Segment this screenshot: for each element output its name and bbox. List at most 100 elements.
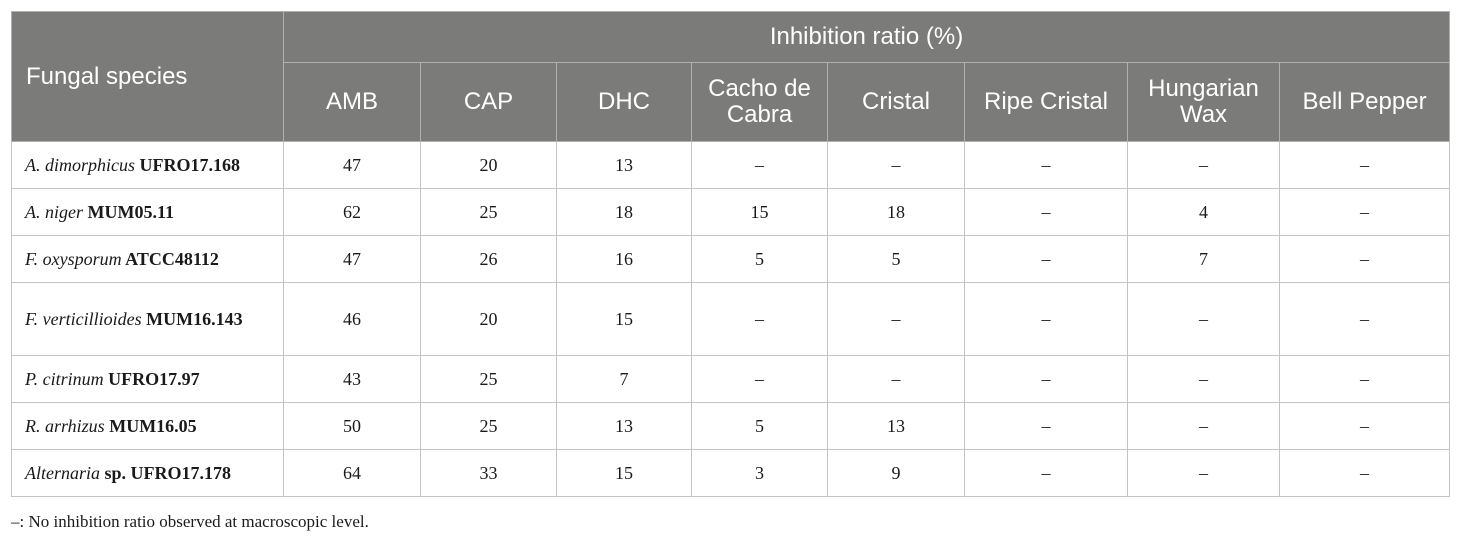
species-name: F. verticillioides: [25, 308, 142, 329]
value-cell: 20: [420, 282, 557, 356]
column-header: Cristal: [827, 62, 965, 142]
value-cell: –: [1127, 141, 1280, 189]
column-header: AMB: [283, 62, 421, 142]
value-cell: 47: [283, 235, 421, 283]
value-cell: –: [827, 355, 965, 403]
column-header: Hungarian Wax: [1127, 62, 1280, 142]
value-cell: –: [964, 188, 1128, 236]
header-row-group: Fungal species Inhibition ratio (%): [11, 11, 1451, 142]
inhibition-ratio-header: Inhibition ratio (%): [282, 11, 1451, 63]
column-header: Ripe Cristal: [964, 62, 1128, 142]
species-cell: F. oxysporum ATCC48112: [11, 235, 284, 283]
table-row: A. dimorphicus UFRO17.168 47 20 13– – – – –: [11, 141, 1451, 189]
value-cell: 18: [556, 188, 692, 236]
strain-id: UFRO17.97: [103, 368, 200, 389]
species-name: A. niger: [25, 201, 83, 222]
table-row: F. verticillioides MUM16.143 46 20 15– – – – –: [11, 282, 1451, 356]
table-body: A. dimorphicus UFRO17.168 47 20 13– – – – – A. n…: [11, 141, 1451, 497]
value-cell: 3: [691, 449, 828, 497]
value-cell: 64: [283, 449, 421, 497]
value-cell: 13: [827, 402, 965, 450]
header-row-columns: AMB CAP DHC Cacho de Cabra Cristal Ripe …: [12, 62, 1451, 142]
value-cell: –: [1278, 141, 1451, 189]
species-cell: A. dimorphicus UFRO17.168: [11, 141, 284, 189]
value-cell: 13: [556, 141, 692, 189]
strain-id: sp. UFRO17.178: [100, 462, 232, 483]
value-cell: –: [691, 141, 828, 189]
column-header: Cacho de Cabra: [691, 62, 828, 142]
value-cell: –: [964, 402, 1128, 450]
value-cell: 20: [420, 141, 557, 189]
value-cell: –: [691, 282, 828, 356]
value-cell: –: [1127, 402, 1280, 450]
value-cell: 9: [827, 449, 965, 497]
species-cell: A. niger MUM05.11: [11, 188, 284, 236]
species-cell: Alternaria sp. UFRO17.178: [11, 449, 284, 497]
strain-id: MUM16.143: [141, 308, 243, 329]
value-cell: –: [1278, 235, 1451, 283]
table-row: P. citrinum UFRO17.97 43 25 7– – – – –: [11, 355, 1451, 403]
strain-id: ATCC48112: [121, 248, 219, 269]
value-cell: 4: [1127, 188, 1280, 236]
strain-id: MUM16.05: [104, 415, 197, 436]
value-cell: 43: [283, 355, 421, 403]
species-name: P. citrinum: [25, 368, 104, 389]
column-header: Bell Pepper: [1278, 62, 1451, 142]
value-cell: 25: [420, 402, 557, 450]
value-cell: 13: [556, 402, 692, 450]
value-cell: 15: [556, 282, 692, 356]
value-cell: –: [964, 235, 1128, 283]
value-cell: –: [1278, 282, 1451, 356]
table-row: F. oxysporum ATCC48112 47 26 16 5 5–7–: [11, 235, 1451, 283]
value-cell: 62: [283, 188, 421, 236]
species-name: A. dimorphicus: [25, 154, 135, 175]
value-cell: –: [691, 355, 828, 403]
table-footnote: –: No inhibition ratio observed at macro…: [11, 512, 369, 531]
value-cell: 7: [1127, 235, 1280, 283]
table-row: A. niger MUM05.11 62 25 18 15 18–4–: [11, 188, 1451, 236]
species-cell: F. verticillioides MUM16.143: [11, 282, 284, 356]
value-cell: 50: [283, 402, 421, 450]
value-cell: 25: [420, 188, 557, 236]
value-cell: –: [964, 282, 1128, 356]
value-cell: 5: [827, 235, 965, 283]
value-cell: –: [1278, 449, 1451, 497]
species-name: R. arrhizus: [25, 415, 105, 436]
value-cell: 15: [691, 188, 828, 236]
strain-id: MUM05.11: [83, 201, 174, 222]
value-cell: –: [964, 141, 1128, 189]
value-cell: –: [827, 141, 965, 189]
column-header: DHC: [556, 62, 692, 142]
value-cell: 47: [283, 141, 421, 189]
value-cell: –: [1278, 188, 1451, 236]
species-column-header: Fungal species: [11, 11, 284, 142]
value-cell: 33: [420, 449, 557, 497]
value-cell: –: [1127, 449, 1280, 497]
value-cell: 7: [556, 355, 692, 403]
value-cell: 15: [556, 449, 692, 497]
inhibition-table: Fungal species Inhibition ratio (%) AMB …: [11, 11, 1451, 497]
value-cell: 5: [691, 235, 828, 283]
value-cell: 18: [827, 188, 965, 236]
value-cell: 16: [556, 235, 692, 283]
species-name: Alternaria: [25, 462, 100, 483]
species-name: F. oxysporum: [25, 248, 122, 269]
column-header: CAP: [420, 62, 557, 142]
value-cell: –: [964, 449, 1128, 497]
species-cell: R. arrhizus MUM16.05: [11, 402, 284, 450]
value-cell: –: [964, 355, 1128, 403]
value-cell: –: [827, 282, 965, 356]
value-cell: 46: [283, 282, 421, 356]
value-cell: –: [1127, 355, 1280, 403]
species-cell: P. citrinum UFRO17.97: [11, 355, 284, 403]
table-row: R. arrhizus MUM16.05 50 25 13 5 13– – –: [11, 402, 1451, 450]
table-row: Alternaria sp. UFRO17.178 64 33 15 3 9– – –: [11, 449, 1451, 497]
value-cell: –: [1127, 282, 1280, 356]
value-cell: –: [1278, 402, 1451, 450]
value-cell: 5: [691, 402, 828, 450]
value-cell: –: [1278, 355, 1451, 403]
strain-id: UFRO17.168: [135, 154, 241, 175]
value-cell: 26: [420, 235, 557, 283]
table-container: Fungal species Inhibition ratio (%) AMB …: [11, 11, 1451, 497]
value-cell: 25: [420, 355, 557, 403]
